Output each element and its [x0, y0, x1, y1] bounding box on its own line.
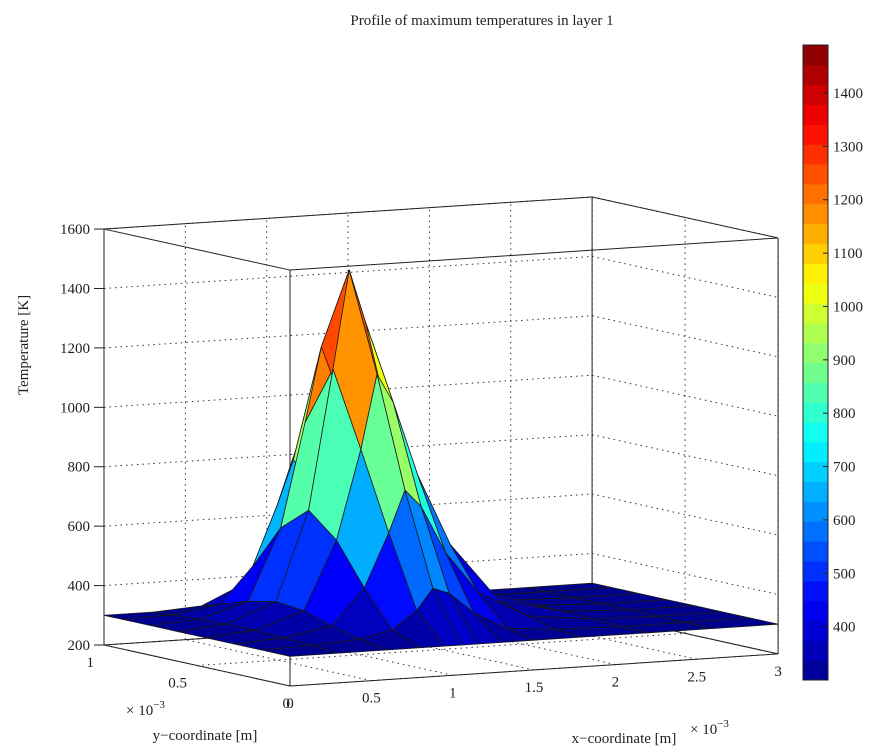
grid-line — [196, 632, 686, 666]
colorbar-band — [803, 64, 828, 86]
colorbar-band — [803, 84, 828, 106]
box-edge — [591, 196, 779, 239]
colorbar-band — [803, 422, 828, 443]
colorbar-band — [803, 441, 828, 463]
colorbar-band — [803, 183, 828, 205]
z-axis-label: Temperature [K] — [16, 295, 32, 395]
colorbar-tick-label: 1100 — [833, 246, 862, 262]
axis-layer: 200 400 600 800 1000 1200 1400 1600 0 0.5 1 1.5 2 2.5… — [60, 222, 782, 712]
colorbar-band — [803, 580, 828, 602]
grid-line — [103, 493, 593, 527]
colorbar-band — [803, 640, 828, 661]
colorbar-tick-label: 1300 — [833, 139, 863, 155]
y-tick-label: 0 — [283, 696, 291, 712]
x-tick-label: 1 — [449, 685, 457, 701]
colorbar-band — [803, 461, 828, 483]
y-tick-label: 1 — [87, 655, 95, 671]
colorbar-band — [803, 541, 828, 562]
colorbar-band — [803, 283, 828, 304]
z-tick-label: 600 — [68, 519, 91, 535]
colorbar-band — [803, 620, 828, 641]
z-tick-label: 200 — [68, 638, 91, 654]
colorbar-tick-label: 1000 — [833, 299, 863, 315]
colorbar-band — [803, 124, 828, 145]
box-edge — [103, 644, 291, 687]
colorbar-band — [803, 501, 828, 522]
z-tick-label: 400 — [68, 579, 91, 595]
chart-title: Profile of maximum temperatures in layer… — [350, 13, 613, 29]
colorbar-frame — [802, 44, 829, 681]
z-tick-label: 1600 — [60, 222, 90, 238]
colorbar-tick-label: 500 — [833, 566, 856, 582]
colorbar-band — [803, 521, 828, 542]
colorbar-tick-label: 1200 — [833, 193, 863, 209]
colorbar-band — [803, 144, 828, 165]
box-edge — [103, 228, 291, 271]
colorbar-tick-label: 700 — [833, 460, 856, 476]
x-multiplier: × 10−3 — [690, 718, 729, 738]
surface-face — [684, 617, 779, 629]
colorbar-tick-label: 800 — [833, 406, 856, 422]
colorbar-band — [803, 560, 828, 582]
grid-line — [103, 552, 593, 587]
colorbar-band — [803, 322, 828, 344]
y-multiplier: × 10−3 — [126, 699, 165, 719]
colorbar-band — [803, 45, 828, 66]
colorbar-band — [803, 402, 828, 423]
x-tick-label: 1.5 — [525, 680, 544, 696]
y-axis-label: y−coordinate [m] — [153, 728, 258, 744]
surface-layer — [103, 269, 779, 657]
colorbar-band — [803, 164, 828, 185]
x-tick-label: 0 — [286, 696, 294, 712]
colorbar-tick-label: 900 — [833, 353, 856, 369]
grid-line — [103, 434, 593, 468]
colorbar-band — [803, 342, 828, 363]
y-tick-label: 0.5 — [168, 676, 187, 692]
z-tick-label: 1000 — [60, 400, 90, 416]
x-tick-label: 0.5 — [362, 691, 381, 707]
x-tick-label: 2 — [612, 675, 620, 691]
grid-line — [103, 255, 593, 289]
colorbar-band — [803, 203, 828, 225]
z-tick-label: 1400 — [60, 281, 90, 297]
colorbar-band — [803, 223, 828, 244]
colorbar-band — [803, 600, 828, 621]
x-tick-label: 3 — [774, 664, 782, 680]
z-tick-label: 800 — [68, 460, 91, 476]
x-tick-label: 2.5 — [687, 669, 706, 685]
colorbar-band — [803, 362, 828, 383]
colorbar-band — [803, 243, 828, 264]
colorbar-band — [803, 263, 828, 284]
colorbar-tick-label: 400 — [833, 620, 856, 636]
colorbar: 400 500 600 700 800 900 1000 1100 1200 1300 1400 — [802, 44, 863, 681]
colorbar-tick-label: 1400 — [833, 86, 863, 102]
box-edge — [103, 196, 593, 230]
box-edge — [289, 237, 779, 271]
colorbar-tick-label: 600 — [833, 513, 856, 529]
colorbar-band — [803, 382, 828, 403]
colorbar-band — [803, 302, 828, 324]
box-edge — [289, 653, 779, 687]
colorbar-band — [803, 104, 828, 125]
z-tick-label: 1200 — [60, 341, 90, 357]
colorbar-band — [803, 660, 828, 681]
colorbar-band — [803, 481, 828, 502]
x-axis-label: x−coordinate [m] — [572, 731, 677, 747]
